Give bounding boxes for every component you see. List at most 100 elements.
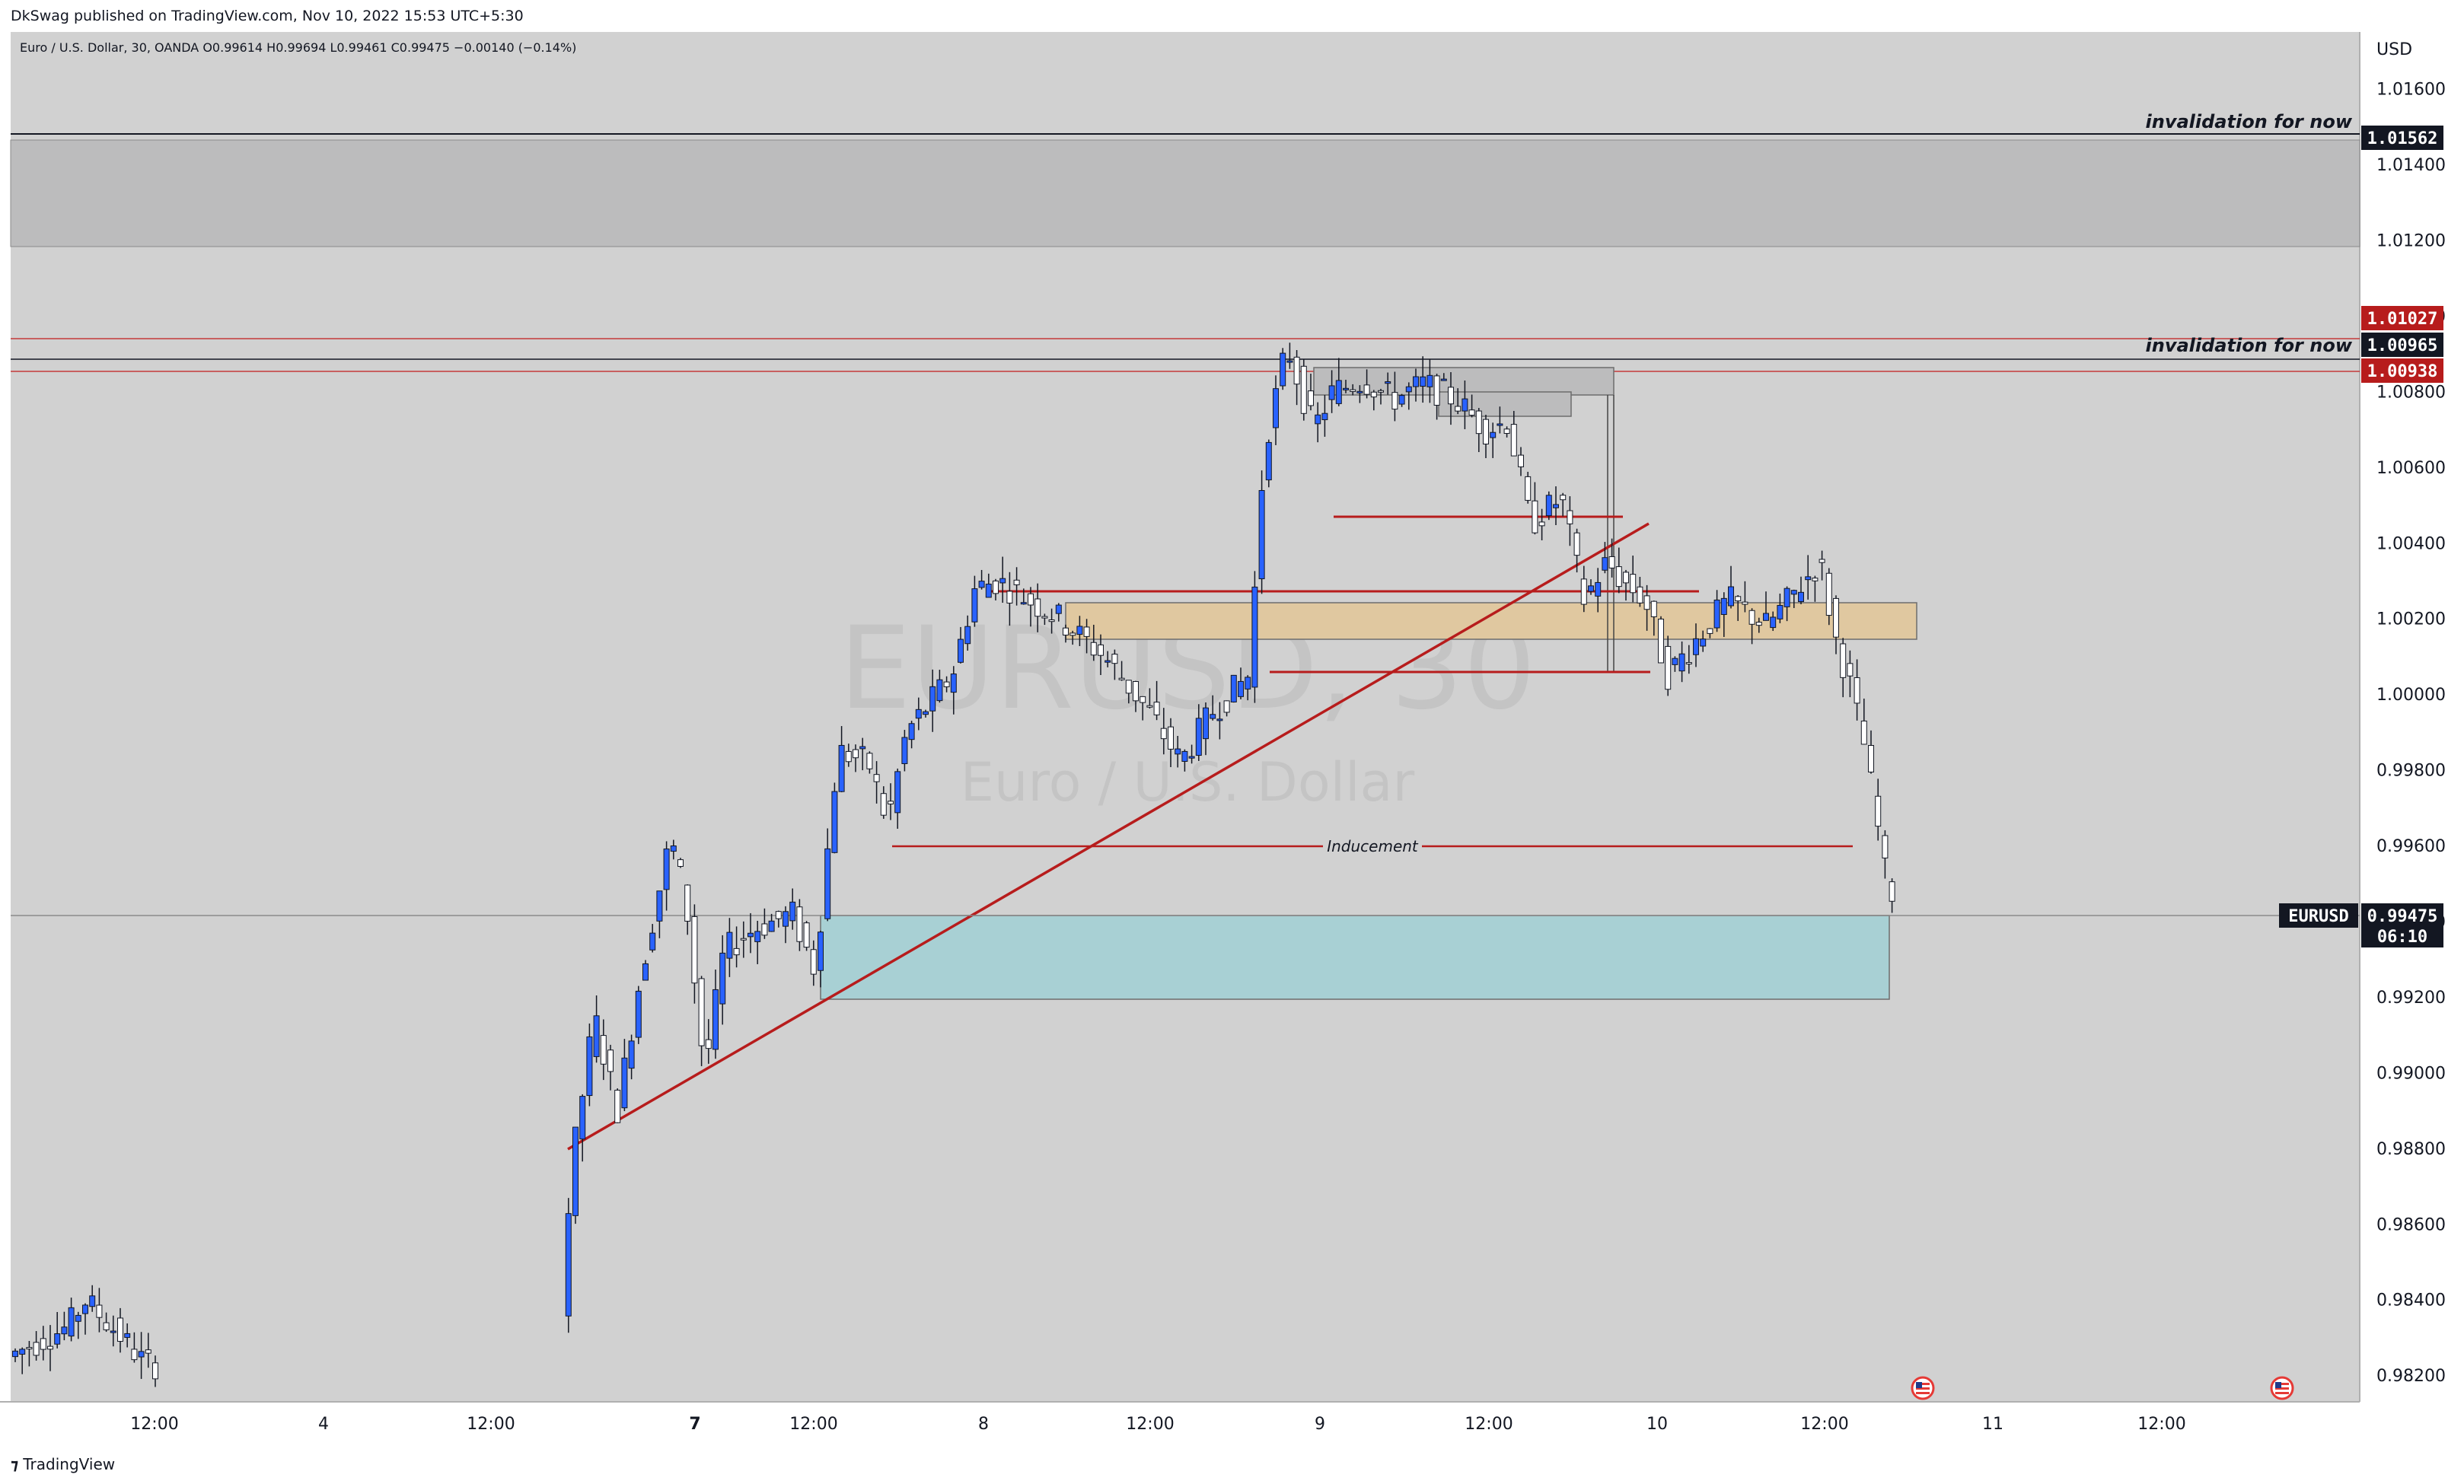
price-tag-3: 1.00965 [2361,333,2443,357]
candle-up [818,931,824,971]
price-axis[interactable] [2360,32,2464,1402]
grey-supply-zone[interactable] [10,139,2360,247]
candle-down [845,750,852,763]
candle-down [131,1349,138,1361]
candle-up [61,1326,68,1335]
candle-up [1258,490,1265,580]
candle-up [635,990,642,1038]
top-grey-box-2[interactable] [1438,391,1572,417]
candle-down [1098,644,1104,656]
tradingview-logo[interactable]: ⁊ TradingView [11,1455,116,1473]
candle-up [712,989,719,1050]
trendline[interactable] [567,522,1650,1151]
candle-up [1440,378,1447,381]
candle-down [1168,726,1174,750]
svg-text:0.99475: 0.99475 [2367,907,2438,926]
candle-down [1608,556,1615,568]
candle-up [12,1350,18,1358]
flag-icon[interactable] [1911,1376,1935,1400]
y-tick-label: 0.98600 [2376,1215,2446,1234]
y-tick-label: 0.99200 [2376,989,2446,1008]
candle-down [775,911,782,919]
y-tick-label: 1.00200 [2376,610,2446,629]
candle-down [866,753,873,769]
footer [0,1446,2464,1484]
candle-up [19,1349,26,1355]
candle-down [152,1362,158,1380]
candle-down [888,801,894,804]
price-tag-1: 1.01562 [2361,126,2443,150]
candle-down [698,978,705,1046]
candle-up [1700,639,1707,647]
candle-up [1678,653,1685,672]
candle-up [1230,674,1237,702]
candle-down [1868,745,1874,772]
candle-down [1833,597,1839,638]
candle-up [824,848,831,919]
candle-down [761,923,768,936]
candle-up [110,1330,116,1333]
candle-down [1140,696,1146,703]
candle-up [1720,597,1727,615]
candle-down [853,749,859,759]
x-tick-label: 12:00 [1126,1415,1174,1434]
svg-text:EURUSD: EURUSD [2288,907,2348,926]
invalidation-mid-label: invalidation for now [2146,335,2353,356]
candle-down [1735,596,1742,602]
orange-supply-zone[interactable] [1065,602,1917,640]
candle-up [747,932,754,938]
y-tick-label: 1.01200 [2376,231,2446,250]
candle-up [1104,660,1111,663]
candle-down [1510,424,1517,457]
candle-down [600,1035,607,1065]
candlestick-series[interactable] [12,342,1895,1387]
candle-down [1518,454,1524,467]
candle-down [1160,728,1167,740]
candle-down [1707,628,1713,634]
y-tick-label: 0.99800 [2376,762,2446,781]
candle-down [1293,356,1300,385]
candle-up [1286,360,1293,363]
candle-down [1630,574,1637,594]
candle-up [1763,613,1769,621]
candle-down [1350,389,1356,392]
candle-up [999,578,1006,584]
candle-down [1069,632,1076,636]
y-tick-label: 1.00000 [2376,686,2446,705]
candle-up [923,711,929,715]
candle-down [1153,702,1160,715]
candle-down [1503,428,1510,435]
candle-up [1490,432,1497,438]
candle-up [859,746,866,750]
candle-down [1111,654,1118,664]
flag-icon[interactable] [2270,1376,2294,1400]
candle-up [789,901,796,922]
candle-up [1238,680,1244,697]
candle-down [1860,720,1867,745]
candle-up [1553,504,1559,508]
candle-up [1713,599,1720,629]
top-grey-box-1[interactable] [1313,367,1615,396]
candle-up [985,583,992,598]
time-axis[interactable] [0,1402,2464,1446]
candle-down [1882,835,1889,858]
invalidation-top-label: invalidation for now [2146,111,2353,132]
x-tick-label: 9 [1315,1415,1325,1434]
candle-up [593,1015,600,1057]
price-axis-unit: USD [2376,40,2412,59]
publish-header: DkSwag published on TradingView.com, Nov… [0,0,2464,32]
candle-up [670,845,677,852]
candle-down [1133,681,1139,702]
x-tick-label: 12:00 [789,1415,837,1434]
demand-zone[interactable] [820,915,1890,1000]
candle-up [1328,385,1335,400]
candle-up [1020,602,1027,605]
candle-down [1755,622,1762,626]
candle-down [1391,392,1398,410]
candle-down [1090,642,1097,656]
y-tick-label: 1.00400 [2376,534,2446,553]
candle-down [47,1345,53,1350]
candle-up [138,1351,145,1358]
candle-up [1356,390,1363,393]
